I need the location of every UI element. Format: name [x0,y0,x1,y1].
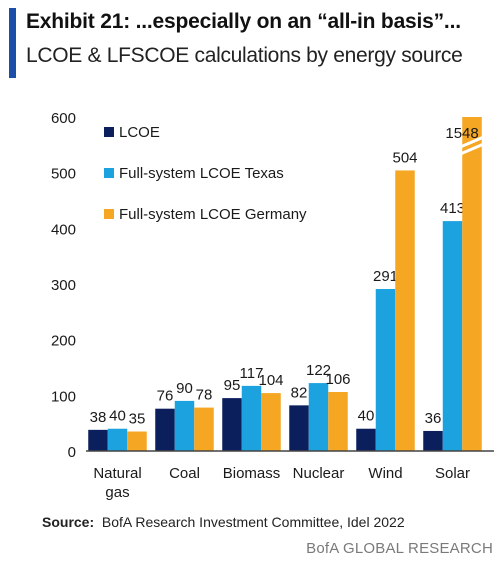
source-label: Source: [42,514,95,530]
bar [194,407,214,451]
legend-label: Full-system LCOE Germany [119,206,307,223]
data-label: 40 [109,408,126,425]
data-label: 40 [358,408,375,425]
y-tick-label: 100 [51,388,76,405]
bar [261,393,281,451]
data-label: 117 [240,365,264,382]
bar [328,391,348,451]
bar [423,430,443,451]
source-note: Source: BofA Research Investment Committ… [42,514,492,530]
data-label: 78 [196,387,213,404]
axis-break-mark [459,142,485,156]
axis-break-mark [459,135,485,149]
legend-swatch [104,209,114,219]
y-tick-label: 200 [51,333,76,350]
x-tick-label-line2: gas [105,484,129,501]
legend-swatch [104,127,114,137]
y-tick-label: 500 [51,166,76,183]
data-label: 122 [306,362,331,379]
x-tick-label: Coal [169,465,200,482]
source-text: BofA Research Investment Committee, Idel… [101,514,405,530]
bar [174,400,195,451]
y-tick-label: 400 [51,221,76,238]
bar [107,428,128,451]
bar [462,117,482,451]
x-tick-label: Nuclear [293,465,345,482]
y-tick-label: 0 [68,444,76,461]
bar [375,289,396,451]
bar [222,398,242,451]
data-label: 104 [258,372,283,389]
data-label: 504 [392,149,417,166]
brand-label: BofA GLOBAL RESEARCH [306,540,493,557]
data-label: 82 [291,384,308,401]
data-label: 35 [129,411,146,428]
x-tick-label: Biomass [223,465,281,482]
bar [395,170,415,451]
bar [308,383,329,451]
x-tick-label: Natural [93,465,141,482]
title-accent-bar [9,8,16,78]
data-label: 95 [224,377,241,394]
chart-title: Exhibit 21: ...especially on an “all-in … [26,10,461,33]
x-tick-label: Solar [435,465,470,482]
data-label: 38 [90,409,107,426]
legend-swatch [104,168,114,178]
data-label: 90 [176,380,193,397]
bar [88,429,108,451]
chart-subtitle: LCOE & LFSCOE calculations by energy sou… [26,44,463,67]
bar [356,428,376,451]
y-tick-label: 300 [51,277,76,294]
legend-label: LCOE [119,124,160,141]
bar [155,408,175,451]
bar [289,405,309,451]
legend-label: Full-system LCOE Texas [119,165,284,182]
data-label: 76 [157,388,174,405]
bar [241,385,262,451]
y-tick-label: 600 [51,110,76,127]
bar [442,221,463,451]
data-label: 413 [440,200,465,217]
bar [127,431,147,451]
data-label: 106 [325,371,350,388]
data-label: 291 [373,268,398,285]
data-label: 1548 [445,125,478,142]
x-tick-label: Wind [368,465,402,482]
data-label: 36 [425,410,442,427]
